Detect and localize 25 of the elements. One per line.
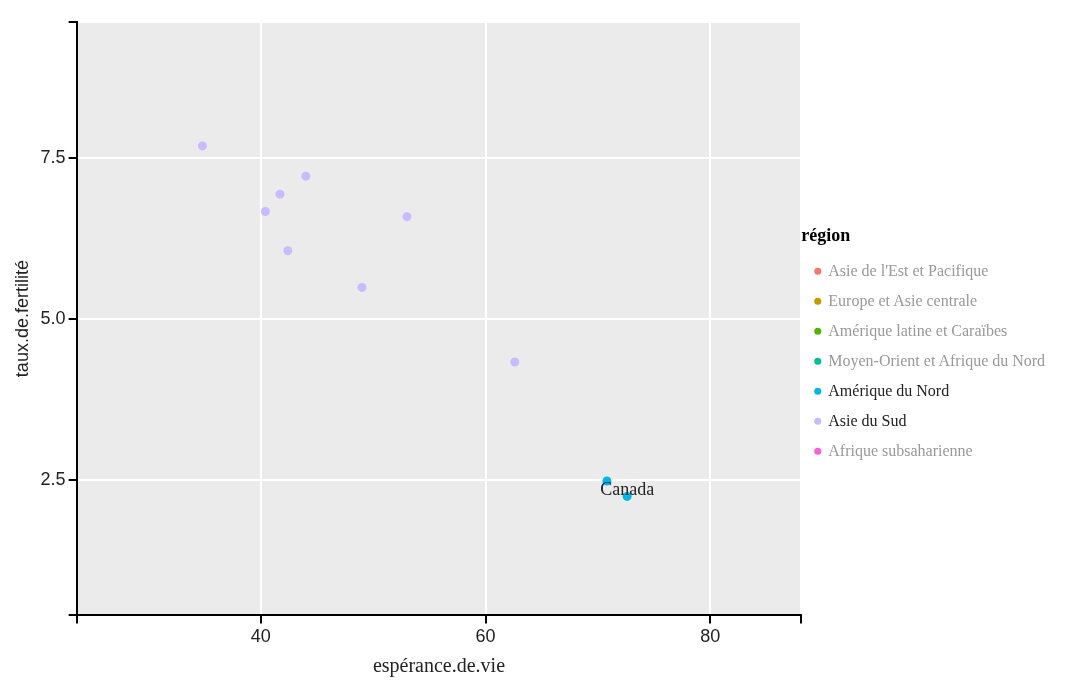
point: [283, 246, 293, 256]
point: [510, 357, 520, 367]
annotation: Canada: [600, 479, 655, 500]
y-tick-label: 5.0: [40, 307, 66, 328]
point: [301, 171, 311, 181]
legend-label: Europe et Asie centrale: [828, 291, 978, 310]
x-tick-label: 80: [700, 626, 721, 647]
x-tick-label: 40: [250, 626, 271, 647]
legend-label: Asie de l'Est et Pacifique: [828, 261, 989, 280]
y-tick-label: 2.5: [40, 468, 66, 489]
x-axis-title: espérance.de.vie: [372, 654, 506, 678]
legend-label: Asie du Sud: [828, 411, 907, 429]
x-tick-label: 60: [475, 626, 496, 647]
y-axis-title: taux.de.fertilité: [11, 260, 32, 378]
point: [260, 207, 270, 217]
point: [275, 189, 285, 199]
point: [402, 212, 412, 222]
y-tick-label: 7.5: [40, 147, 66, 168]
point: [197, 141, 207, 151]
point: [357, 282, 367, 292]
legend-label: Amérique latine et Caraïbes: [828, 321, 1008, 340]
legend-title: région: [801, 225, 851, 246]
legend-label: Amérique du Nord: [828, 381, 950, 400]
legend-label: Afrique subsaharienne: [828, 441, 973, 460]
legend-label: Moyen-Orient et Afrique du Nord: [828, 351, 1046, 370]
